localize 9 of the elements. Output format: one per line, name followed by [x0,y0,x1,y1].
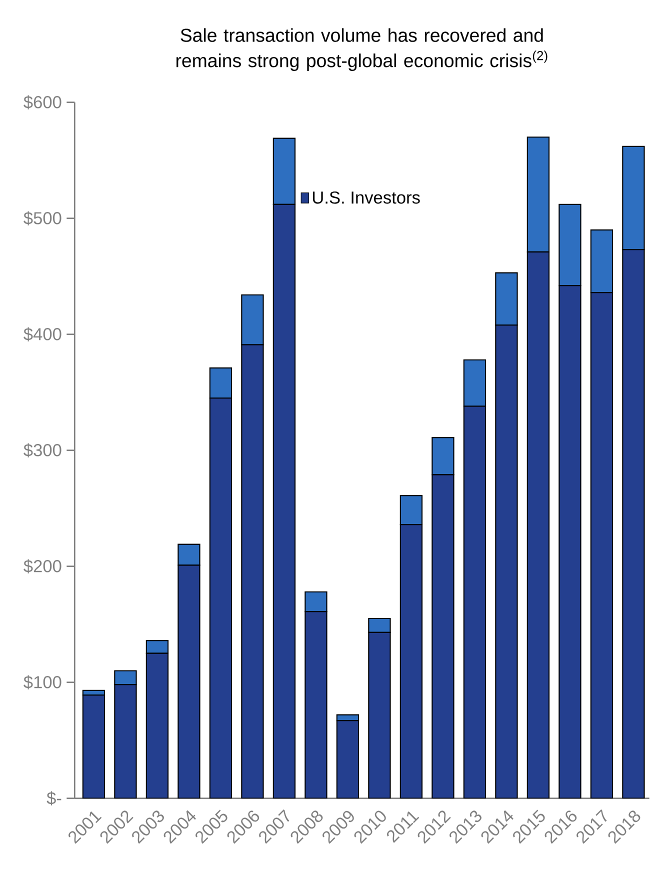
legend-label: U.S. Investors [312,191,420,204]
y-tick-label: $- [46,791,62,806]
y-tick-label: $100 [24,675,62,690]
y-tick-label: $200 [24,559,62,574]
y-tick-label: $300 [24,443,62,458]
y-tick-label: $500 [24,211,62,226]
y-tick-label: $400 [24,327,62,342]
chart-title: Sale transaction volume has recovered and remains strong post-global economic crisis$^{(2)}$ [176,28,548,71]
y-tick-label: $600 [24,95,62,110]
